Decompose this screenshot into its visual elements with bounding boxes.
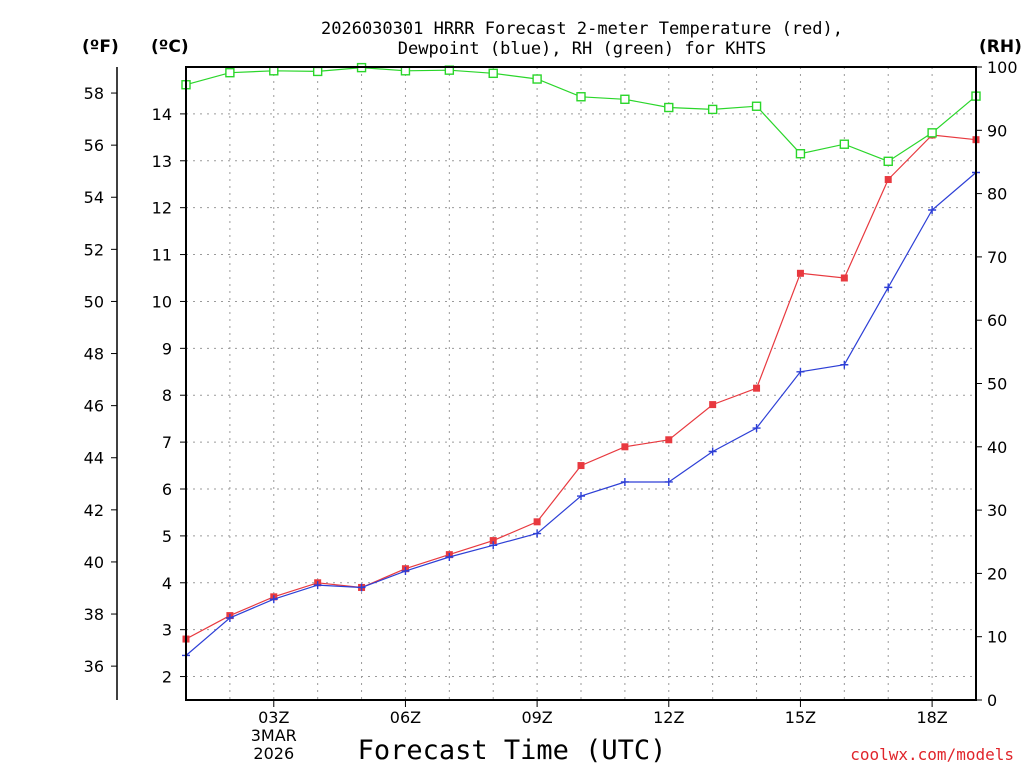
x-tick-label-06Z: 06Z <box>390 708 421 727</box>
rh-point-14 <box>751 101 762 111</box>
fahrenheit-tick-label-46: 46 <box>84 397 104 416</box>
rh-point-10 <box>576 92 586 102</box>
celsius-tick-label-3: 3 <box>162 621 172 640</box>
rh-point-2 <box>225 67 235 78</box>
fahrenheit-unit-label: (ºF) <box>82 37 119 57</box>
temperature-point-14 <box>753 384 761 392</box>
temperature-point-16 <box>840 274 848 282</box>
temperature-point-9 <box>533 518 541 526</box>
rh-point-8 <box>488 68 498 79</box>
rh-point-13 <box>707 104 718 115</box>
temperature-series-line <box>185 134 977 640</box>
celsius-tick-label-5: 5 <box>162 527 172 546</box>
rh-unit-label: (RH) <box>979 37 1022 57</box>
grid-lines <box>186 67 976 700</box>
rh-tick-label-10: 10 <box>987 628 1007 647</box>
rh-point-11 <box>620 94 630 104</box>
fahrenheit-tick-label-54: 54 <box>84 188 104 207</box>
rh-tick-label-60: 60 <box>987 311 1007 330</box>
x-axis-label: Forecast Time (UTC) <box>358 735 667 766</box>
x-tick-label-15Z: 15Z <box>785 708 816 727</box>
fahrenheit-tick-label-36: 36 <box>84 657 104 676</box>
temperature-point-17 <box>884 176 892 184</box>
x-tick-label-12Z: 12Z <box>653 708 684 727</box>
chart-title-line-1: 2026030301 HRRR Forecast 2-meter Tempera… <box>321 19 843 39</box>
rh-point-15 <box>795 149 806 159</box>
dewpoint-point-6 <box>401 567 410 576</box>
x-tick-sublabel-03Z-0: 3MAR <box>251 726 297 745</box>
rh-tick-label-80: 80 <box>987 185 1007 204</box>
dewpoint-point-9 <box>533 529 542 538</box>
dewpoint-point-13 <box>708 447 717 456</box>
x-tick-label-03Z: 03Z <box>258 708 289 727</box>
rh-point-17 <box>883 156 893 167</box>
rh-tick-label-0: 0 <box>987 691 997 710</box>
x-tick-label-09Z: 09Z <box>521 708 552 727</box>
celsius-tick-label-7: 7 <box>162 433 172 452</box>
celsius-tick-label-2: 2 <box>162 668 172 687</box>
celsius-tick-label-12: 12 <box>152 199 172 218</box>
temperature-point-11 <box>621 443 629 451</box>
celsius-tick-label-10: 10 <box>152 292 172 311</box>
rh-point-16 <box>839 139 850 149</box>
celsius-unit-label: (ºC) <box>151 37 189 57</box>
rh-point-9 <box>532 74 542 84</box>
rh-tick-label-70: 70 <box>987 248 1007 267</box>
dewpoint-point-15 <box>796 367 805 376</box>
celsius-tick-label-8: 8 <box>162 386 172 405</box>
fahrenheit-tick-label-42: 42 <box>84 501 104 520</box>
dewpoint-point-7 <box>445 552 454 561</box>
x-tick-sublabel-03Z-1: 2026 <box>253 744 294 763</box>
dewpoint-point-10 <box>577 492 585 501</box>
dewpoint-point-17 <box>884 283 893 292</box>
fahrenheit-tick-label-50: 50 <box>84 292 104 311</box>
chart-title-line-2: Dewpoint (blue), RH (green) for KHTS <box>398 39 766 59</box>
dewpoint-point-18 <box>928 206 937 215</box>
rh-point-4 <box>312 66 323 77</box>
dewpoint-point-5 <box>357 583 366 592</box>
x-tick-label-18Z: 18Z <box>916 708 947 727</box>
dewpoint-point-14 <box>752 424 761 433</box>
dewpoint-point-8 <box>489 541 498 550</box>
dewpoint-point-4 <box>313 581 322 590</box>
axes-layer: 3638404244464850525456582345678910111213… <box>84 58 1018 763</box>
rh-tick-label-20: 20 <box>987 564 1007 583</box>
fahrenheit-tick-label-40: 40 <box>84 553 104 572</box>
celsius-tick-label-11: 11 <box>152 246 172 265</box>
temperature-point-15 <box>796 269 804 277</box>
celsius-tick-label-9: 9 <box>162 339 172 358</box>
dewpoint-point-2 <box>225 613 234 622</box>
fahrenheit-tick-label-58: 58 <box>84 84 104 103</box>
temperature-point-12 <box>665 436 673 444</box>
rh-tick-label-90: 90 <box>987 121 1007 140</box>
rh-tick-label-30: 30 <box>987 501 1007 520</box>
fahrenheit-tick-label-52: 52 <box>84 240 104 259</box>
celsius-tick-label-6: 6 <box>162 480 172 499</box>
fahrenheit-tick-label-44: 44 <box>84 449 104 468</box>
rh-tick-label-50: 50 <box>987 375 1007 394</box>
dewpoint-series-line <box>185 172 977 656</box>
rh-tick-label-40: 40 <box>987 438 1007 457</box>
rh-tick-label-100: 100 <box>987 58 1018 77</box>
celsius-tick-label-13: 13 <box>152 152 172 171</box>
celsius-tick-label-14: 14 <box>152 105 172 124</box>
celsius-tick-label-4: 4 <box>162 574 172 593</box>
dewpoint-point-12 <box>664 477 673 486</box>
temperature-point-10 <box>577 462 585 470</box>
temperature-point-8 <box>489 537 497 545</box>
fahrenheit-tick-label-48: 48 <box>84 345 104 364</box>
dewpoint-point-16 <box>840 360 849 369</box>
fahrenheit-tick-label-56: 56 <box>84 136 104 155</box>
fahrenheit-tick-label-38: 38 <box>84 605 104 624</box>
rh-point-18 <box>927 128 937 138</box>
rh-point-12 <box>664 102 674 113</box>
credit-text: coolwx.com/models <box>850 745 1014 764</box>
dewpoint-point-11 <box>620 477 629 486</box>
dewpoint-point-3 <box>269 595 278 604</box>
temperature-point-13 <box>709 401 717 409</box>
